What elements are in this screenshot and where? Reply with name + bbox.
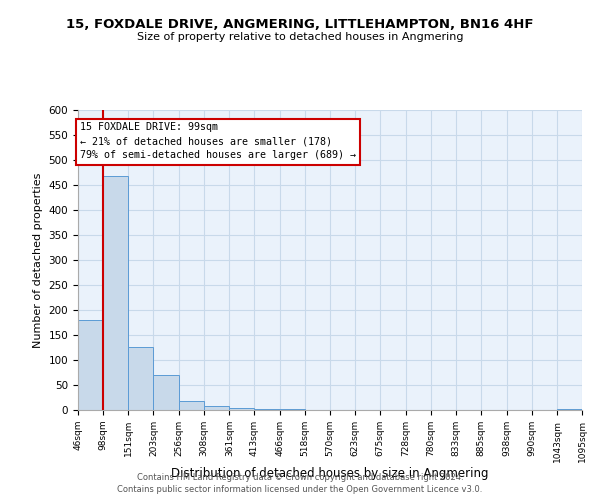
Text: Contains public sector information licensed under the Open Government Licence v3: Contains public sector information licen… <box>118 485 482 494</box>
Bar <box>204 406 229 410</box>
Bar <box>103 176 128 410</box>
X-axis label: Distribution of detached houses by size in Angmering: Distribution of detached houses by size … <box>171 468 489 480</box>
Text: Contains HM Land Registry data © Crown copyright and database right 2024.: Contains HM Land Registry data © Crown c… <box>137 472 463 482</box>
Text: 15, FOXDALE DRIVE, ANGMERING, LITTLEHAMPTON, BN16 4HF: 15, FOXDALE DRIVE, ANGMERING, LITTLEHAMP… <box>66 18 534 30</box>
Bar <box>179 401 204 410</box>
Bar <box>128 346 154 410</box>
Bar <box>78 320 103 410</box>
Text: 15 FOXDALE DRIVE: 99sqm
← 21% of detached houses are smaller (178)
79% of semi-d: 15 FOXDALE DRIVE: 99sqm ← 21% of detache… <box>80 122 356 160</box>
Bar <box>229 408 254 410</box>
Bar <box>254 409 280 410</box>
Y-axis label: Number of detached properties: Number of detached properties <box>33 172 43 348</box>
Text: Size of property relative to detached houses in Angmering: Size of property relative to detached ho… <box>137 32 463 42</box>
Bar <box>280 409 305 410</box>
Bar <box>557 409 582 410</box>
Bar <box>154 375 179 410</box>
